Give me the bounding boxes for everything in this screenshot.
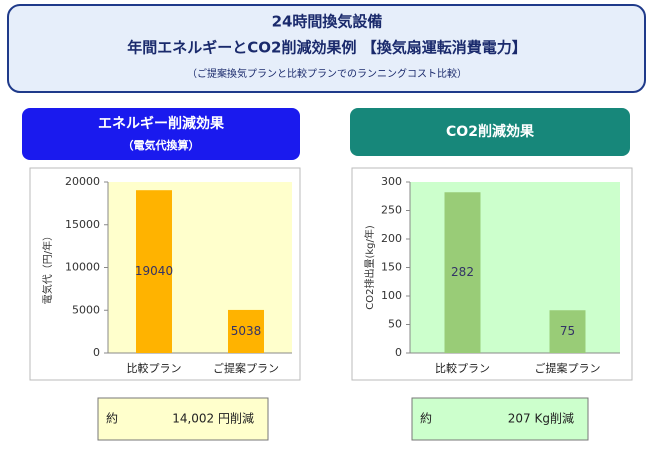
banner bbox=[350, 108, 630, 156]
y-axis-label: 電気代（円/年） bbox=[41, 231, 54, 304]
chart-title: CO2削減効果 bbox=[446, 123, 535, 140]
bar bbox=[136, 190, 172, 353]
chart-subtitle: （電気代換算） bbox=[123, 138, 200, 152]
y-tick-label: 250 bbox=[381, 204, 402, 217]
plot-area bbox=[410, 182, 620, 353]
header-title: 24時間換気設備 bbox=[272, 13, 383, 31]
y-tick-label: 200 bbox=[381, 232, 402, 245]
y-axis-label: CO2排出量(kg/年) bbox=[363, 225, 376, 310]
bar bbox=[549, 310, 586, 353]
data-label: 19040 bbox=[135, 264, 173, 278]
header-subtitle: （ご提案換気プランと比較プランでのランニングコスト比較） bbox=[187, 67, 467, 80]
header-title2: 年間エネルギーとCO2削減効果例 【換気扇運転消費電力】 bbox=[127, 39, 526, 57]
data-label: 75 bbox=[560, 324, 575, 338]
summary-text: 14,002 円削減 bbox=[172, 411, 254, 426]
y-tick-label: 0 bbox=[93, 346, 100, 359]
bar bbox=[228, 309, 264, 353]
data-label: 5038 bbox=[231, 324, 262, 338]
y-tick-label: 10000 bbox=[65, 261, 100, 274]
y-tick-label: 20000 bbox=[65, 175, 100, 188]
banner bbox=[22, 108, 300, 160]
x-tick-label: 比較プラン bbox=[127, 361, 182, 375]
bar bbox=[444, 192, 481, 353]
y-tick-label: 50 bbox=[388, 318, 402, 331]
summary-box bbox=[411, 397, 589, 441]
data-label: 282 bbox=[451, 265, 474, 279]
x-tick-label: 比較プラン bbox=[435, 361, 490, 375]
y-tick-label: 300 bbox=[381, 175, 402, 188]
y-tick-label: 100 bbox=[381, 289, 402, 302]
summary-prefix: 約 bbox=[420, 411, 432, 426]
summary-box bbox=[97, 397, 269, 441]
summary-text: 207 Kg削減 bbox=[508, 411, 574, 426]
summary-prefix: 約 bbox=[106, 411, 118, 426]
header-box bbox=[7, 4, 646, 93]
y-tick-label: 0 bbox=[395, 346, 402, 359]
chart-title: エネルギー削減効果 bbox=[98, 115, 225, 132]
y-tick-label: 150 bbox=[381, 261, 402, 274]
x-tick-label: ご提案プラン bbox=[213, 361, 279, 375]
y-tick-label: 15000 bbox=[65, 218, 100, 231]
y-tick-label: 5000 bbox=[72, 303, 100, 316]
x-tick-label: ご提案プラン bbox=[535, 361, 601, 375]
